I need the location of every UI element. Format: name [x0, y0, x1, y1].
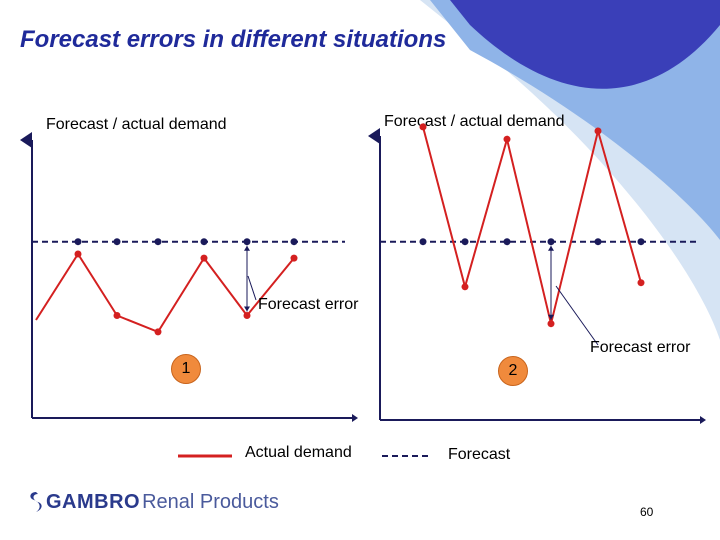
chart2-actual-point	[461, 283, 469, 291]
chart1-forecast-point	[243, 238, 251, 246]
chart1-error-arrow-head-bottom	[244, 306, 250, 312]
legend-actual-label: Actual demand	[245, 444, 352, 461]
chart1-ylabel: Forecast / actual demand	[46, 116, 227, 133]
chart1-forecast-error-label: Forecast error	[258, 296, 359, 313]
panel-badge-1: 1	[171, 354, 201, 384]
logo-brand: GAMBRO	[46, 490, 141, 513]
chart-2	[368, 123, 706, 424]
chart2-actual-line	[422, 126, 642, 324]
chart2-actual-point	[503, 135, 511, 143]
chart1-actual-point	[154, 328, 162, 336]
logo-suffix: Renal Products	[142, 490, 279, 513]
chart-1	[20, 132, 358, 422]
page-number: 60	[640, 505, 654, 519]
chart1-actual-point	[290, 254, 298, 262]
gambro-swirl-icon	[30, 492, 42, 512]
chart2-ylabel: Forecast / actual demand	[384, 113, 565, 130]
chart2-forecast-point	[419, 238, 427, 246]
chart1-actual-line	[35, 252, 295, 334]
chart2-forecast-point	[637, 238, 645, 246]
chart1-actual-point	[74, 250, 82, 258]
chart1-forecast-point	[74, 238, 82, 246]
chart1-forecast-point	[290, 238, 298, 246]
chart2-actual-point	[637, 279, 645, 287]
chart2-error-arrow-head-bottom	[548, 314, 554, 320]
chart1-error-leader	[247, 275, 257, 301]
swoosh-dark	[450, 0, 720, 89]
page-title: Forecast errors in different situations	[20, 26, 447, 53]
chart1-actual-point	[200, 254, 208, 262]
chart1-forecast-point	[113, 238, 121, 246]
chart2-forecast-point	[547, 238, 555, 246]
chart2-actual-point	[594, 127, 602, 135]
chart1-actual-point	[113, 312, 121, 319]
chart2-forecast-error-label: Forecast error	[590, 339, 691, 356]
chart1-error-arrow-head-top	[244, 245, 250, 251]
chart1-x-axis-arrow	[352, 414, 358, 422]
chart2-actual-point	[419, 123, 427, 131]
panel-badge-2: 2	[498, 356, 528, 386]
chart2-forecast-point	[503, 238, 511, 246]
gambro-logo: GAMBRO Renal Products	[26, 490, 279, 514]
chart1-actual-point	[243, 312, 251, 319]
chart2-error-arrow-head-top	[548, 245, 554, 251]
chart1-forecast-point	[200, 238, 208, 246]
chart2-x-axis-arrow	[700, 416, 706, 424]
chart1-forecast-point	[154, 238, 162, 246]
legend-forecast-label: Forecast	[448, 446, 511, 463]
chart2-error-leader	[555, 285, 599, 346]
chart2-forecast-point	[594, 238, 602, 246]
chart2-forecast-point	[461, 238, 469, 246]
chart2-actual-point	[547, 320, 555, 328]
